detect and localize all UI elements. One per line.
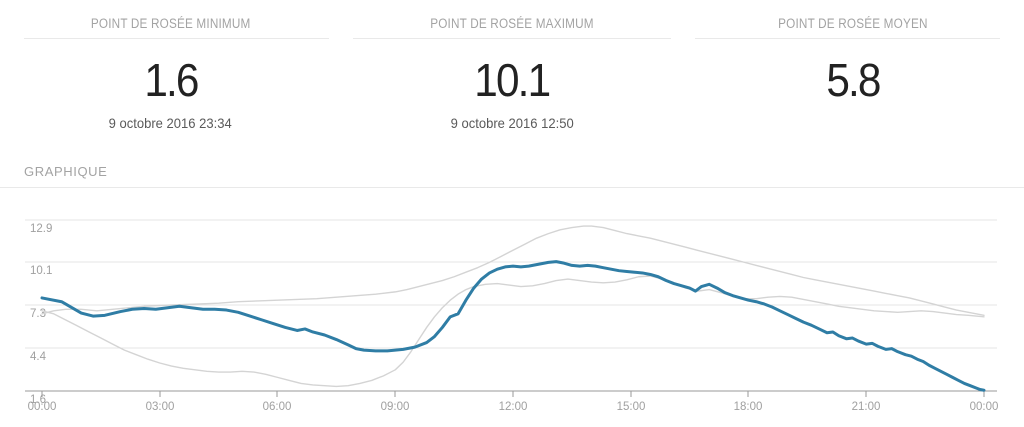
- svg-text:00:00: 00:00: [28, 401, 57, 413]
- svg-text:12:00: 12:00: [499, 401, 528, 413]
- svg-text:21:00: 21:00: [852, 401, 881, 413]
- svg-text:09:00: 09:00: [381, 401, 410, 413]
- svg-text:03:00: 03:00: [146, 401, 175, 413]
- svg-text:4.4: 4.4: [30, 351, 47, 363]
- svg-text:00:00: 00:00: [970, 401, 999, 413]
- svg-text:18:00: 18:00: [734, 401, 763, 413]
- svg-text:15:00: 15:00: [617, 401, 646, 413]
- svg-text:06:00: 06:00: [263, 401, 292, 413]
- svg-text:10.1: 10.1: [30, 265, 52, 277]
- svg-text:12.9: 12.9: [30, 223, 52, 235]
